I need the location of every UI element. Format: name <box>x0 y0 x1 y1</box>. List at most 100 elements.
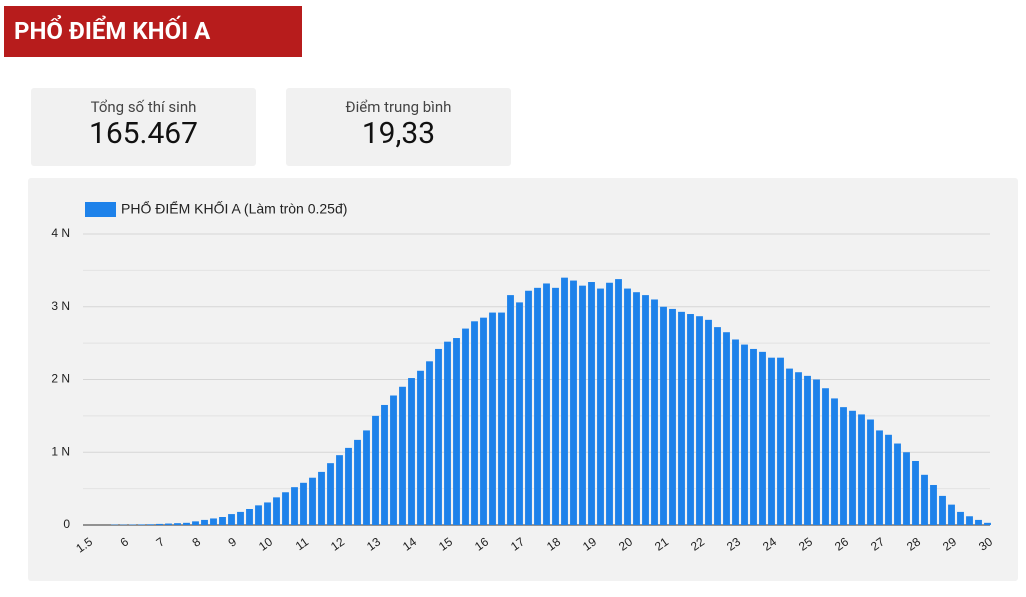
bar <box>795 372 802 525</box>
bar <box>822 388 829 525</box>
x-tick-label: 22 <box>688 534 707 553</box>
bar <box>192 521 199 525</box>
bar <box>462 328 469 525</box>
x-tick-label: 26 <box>832 534 851 553</box>
bar <box>210 518 217 525</box>
bar <box>876 430 883 525</box>
x-tick-label: 29 <box>940 534 959 553</box>
y-tick-label: 0 <box>63 517 70 531</box>
bar <box>237 511 244 525</box>
bar <box>885 434 892 525</box>
bar <box>840 407 847 525</box>
bar <box>687 314 694 525</box>
bar <box>273 497 280 525</box>
bar <box>867 419 874 525</box>
bar <box>345 447 352 525</box>
y-tick-label: 2 N <box>51 372 70 386</box>
x-tick-label: 12 <box>328 534 347 553</box>
bar <box>138 524 145 525</box>
bar <box>759 351 766 525</box>
bar <box>246 508 253 525</box>
bar <box>426 361 433 525</box>
x-tick-label: 27 <box>868 534 887 553</box>
bar <box>444 341 451 525</box>
bar <box>372 415 379 525</box>
bar <box>912 460 919 525</box>
bar <box>894 443 901 525</box>
x-tick-label: 10 <box>256 534 275 553</box>
bar <box>615 279 622 525</box>
bar <box>543 283 550 525</box>
bar <box>741 344 748 525</box>
bar <box>849 410 856 525</box>
bar <box>570 280 577 525</box>
x-tick-label: 6 <box>118 534 132 549</box>
x-tick-label: 8 <box>190 534 204 549</box>
bar <box>309 477 316 525</box>
bar <box>705 319 712 525</box>
bar <box>327 463 334 525</box>
bar <box>624 288 631 525</box>
bar <box>669 308 676 525</box>
stat-label: Điểm trung bình <box>345 98 452 116</box>
bar <box>228 514 235 525</box>
bar <box>516 302 523 525</box>
x-tick-label: 16 <box>472 534 491 553</box>
bar <box>678 311 685 525</box>
bar <box>417 370 424 525</box>
bar <box>552 287 559 525</box>
bar <box>480 317 487 525</box>
bar <box>957 511 964 525</box>
stat-label: Tổng số thí sinh <box>90 98 197 116</box>
stat-card: Điểm trung bình 19,33 <box>286 88 511 166</box>
bar <box>183 522 190 525</box>
bar <box>381 404 388 525</box>
bar <box>714 327 721 525</box>
bar <box>966 516 973 525</box>
x-tick-label: 1.5 <box>73 534 95 555</box>
bar <box>975 519 982 525</box>
bar <box>651 299 658 525</box>
bar <box>534 287 541 525</box>
bar <box>930 484 937 525</box>
x-tick-label: 28 <box>904 534 923 553</box>
x-tick-label: 25 <box>796 534 815 553</box>
bar <box>723 332 730 525</box>
bar <box>219 516 226 525</box>
bar <box>858 414 865 525</box>
stat-value: 19,33 <box>361 116 436 151</box>
y-tick-label: 3 N <box>51 299 70 313</box>
bar <box>525 290 532 525</box>
bar <box>579 285 586 525</box>
bar <box>804 375 811 525</box>
x-tick-label: 15 <box>436 534 455 553</box>
y-tick-label: 1 N <box>51 444 70 458</box>
bar <box>390 395 397 525</box>
bar <box>291 487 298 525</box>
bar <box>201 519 208 525</box>
x-tick-label: 11 <box>293 534 312 553</box>
bar <box>435 348 442 525</box>
bar <box>732 339 739 525</box>
bar <box>921 474 928 525</box>
bar <box>561 277 568 525</box>
bar <box>750 348 757 525</box>
header-title: PHỔ ĐIỂM KHỐI A <box>4 6 302 57</box>
bar <box>939 495 946 525</box>
x-tick-label: 14 <box>400 534 419 553</box>
bar <box>642 295 649 525</box>
legend-label: PHỔ ĐIỂM KHỐI A (Làm tròn 0.25đ) <box>121 200 347 217</box>
bar <box>399 386 406 525</box>
bar <box>597 288 604 525</box>
bar <box>165 523 172 525</box>
bar <box>768 357 775 525</box>
bar <box>813 379 820 525</box>
bar <box>777 357 784 525</box>
bar <box>264 502 271 525</box>
bar <box>606 282 613 525</box>
stat-value: 165.467 <box>88 116 199 151</box>
bar <box>255 505 262 525</box>
bar <box>660 306 667 525</box>
bar <box>633 292 640 525</box>
